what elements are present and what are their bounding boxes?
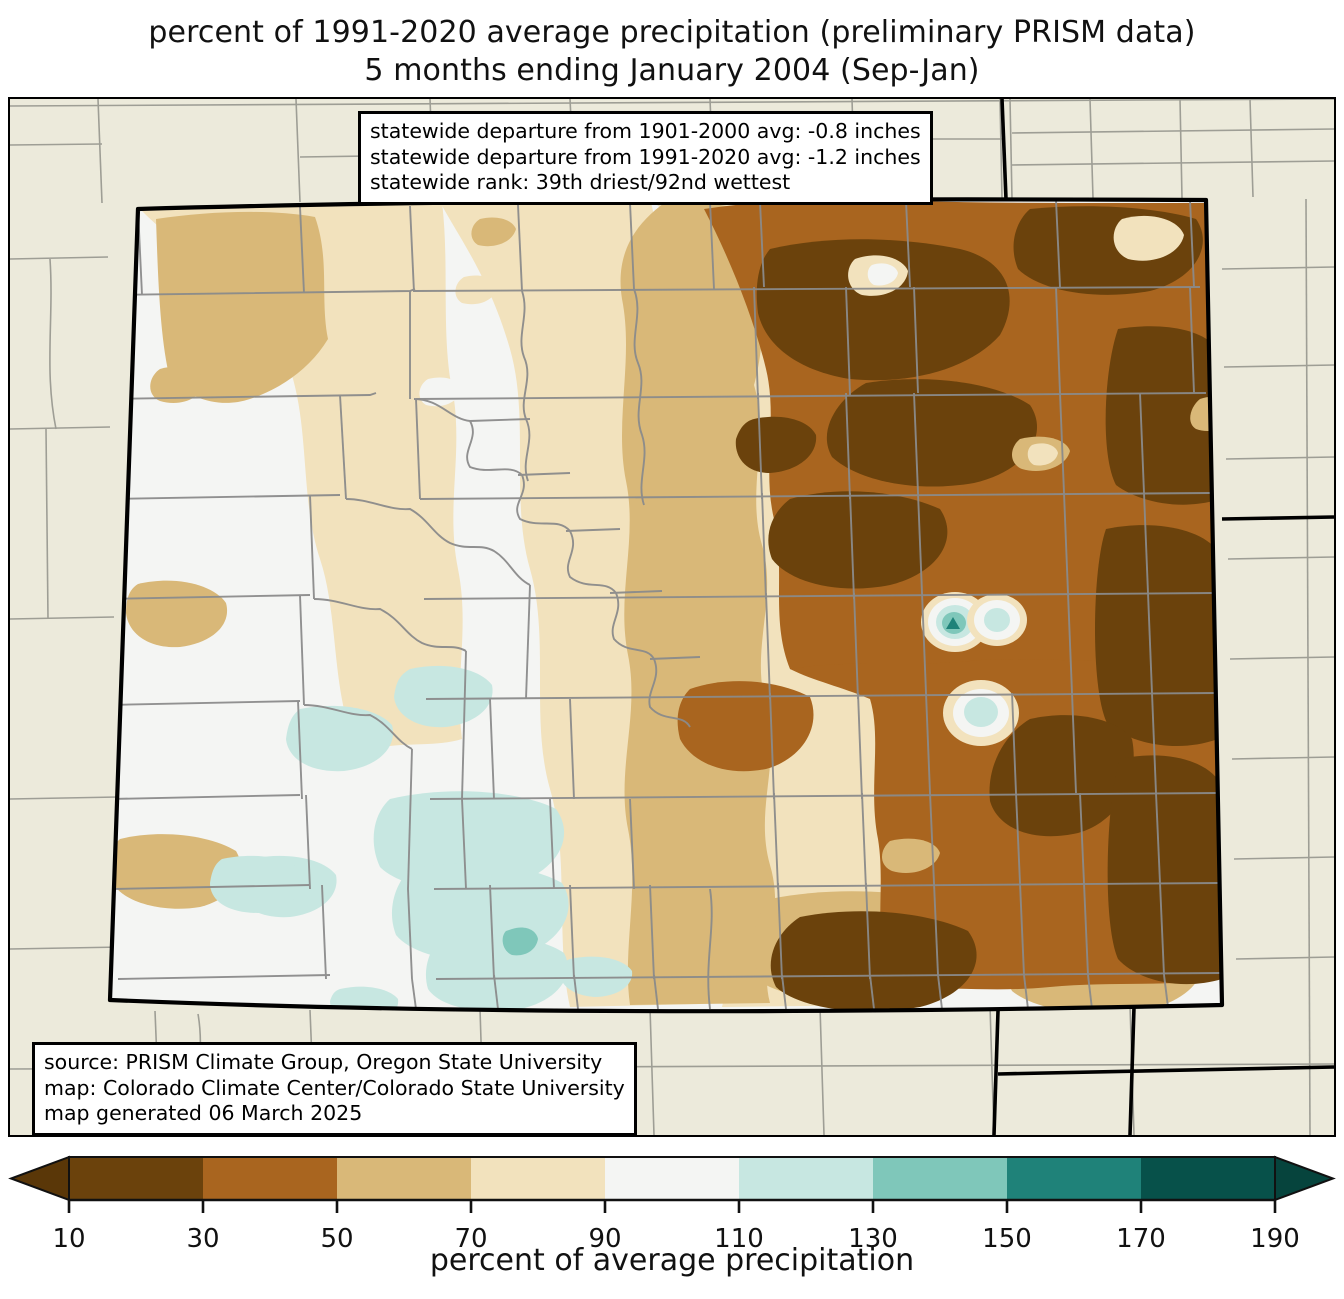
map-generated-line: map generated 06 March 2025 xyxy=(44,1101,363,1125)
colorbar-tick-label-70: 70 xyxy=(454,1224,488,1254)
colorado-precipitation-choropleth xyxy=(10,99,1334,1135)
colorbar-segment-90 xyxy=(605,1157,739,1200)
colorbar-tick-label-10: 10 xyxy=(52,1224,86,1254)
statewide-stats-box: statewide departure from 1901-2000 avg: … xyxy=(358,111,933,205)
colorbar-segment-30 xyxy=(203,1157,337,1200)
colorbar-segment-10 xyxy=(69,1157,203,1200)
colorbar-over-arrow xyxy=(1274,1155,1336,1202)
contour-band-130-150 xyxy=(502,927,538,956)
colorbar-caption: percent of average precipitation xyxy=(429,1243,915,1278)
colorbar-tick-label-50: 50 xyxy=(320,1224,354,1254)
source-line: source: PRISM Climate Group, Oregon Stat… xyxy=(44,1050,603,1074)
colorbar-tick-label-30: 30 xyxy=(186,1224,220,1254)
map-canvas[interactable] xyxy=(8,97,1336,1137)
colorbar-segment-70 xyxy=(471,1157,605,1200)
colorbar-under-arrow xyxy=(8,1155,70,1202)
stats-departure-1991-2020: statewide departure from 1991-2020 avg: … xyxy=(370,144,921,169)
source-credits-box: source: PRISM Climate Group, Oregon Stat… xyxy=(32,1042,637,1136)
colorado-interior xyxy=(110,199,1222,1012)
colorbar-segment-50 xyxy=(337,1157,471,1200)
colorbar-segment-170 xyxy=(1141,1157,1275,1200)
title-line-2: 5 months ending January 2004 (Sep-Jan) xyxy=(364,53,980,88)
neighbor-state-borders xyxy=(992,99,1334,1135)
colorbar-tick-label-110: 110 xyxy=(714,1224,764,1254)
colorbar-tick-label-90: 90 xyxy=(588,1224,622,1254)
colorado-county-lines xyxy=(110,199,1222,1010)
stats-departure-1901-2000: statewide departure from 1901-2000 avg: … xyxy=(370,119,921,143)
colorbar-segment-group xyxy=(8,1155,1336,1202)
colorbar-tick-label-190: 190 xyxy=(1250,1224,1300,1254)
colorbar-segment-130 xyxy=(873,1157,1007,1200)
colorbar-tick-label-150: 150 xyxy=(982,1224,1032,1254)
map-author-line: map: Colorado Climate Center/Colorado St… xyxy=(44,1075,625,1100)
contour-band-10-30 xyxy=(735,206,1222,1012)
eastern-teal-bullseyes xyxy=(921,592,1027,746)
colorbar-ticks xyxy=(67,1200,1277,1213)
colorbar-swatches xyxy=(8,1155,1336,1213)
page-title: percent of 1991-2020 average precipitati… xyxy=(0,14,1344,90)
colorbar-segment-150 xyxy=(1007,1157,1141,1200)
stats-rank: statewide rank: 39th driest/92nd wettest xyxy=(370,170,791,194)
colorbar-tick-label-170: 170 xyxy=(1116,1224,1166,1254)
colorbar-tick-label-130: 130 xyxy=(848,1224,898,1254)
colorbar-segment-110 xyxy=(739,1157,873,1200)
title-line-1: percent of 1991-2020 average precipitati… xyxy=(148,15,1196,50)
colorbar-legend: 10 30 50 70 90 110 130 150 170 190 xyxy=(0,1146,1344,1299)
